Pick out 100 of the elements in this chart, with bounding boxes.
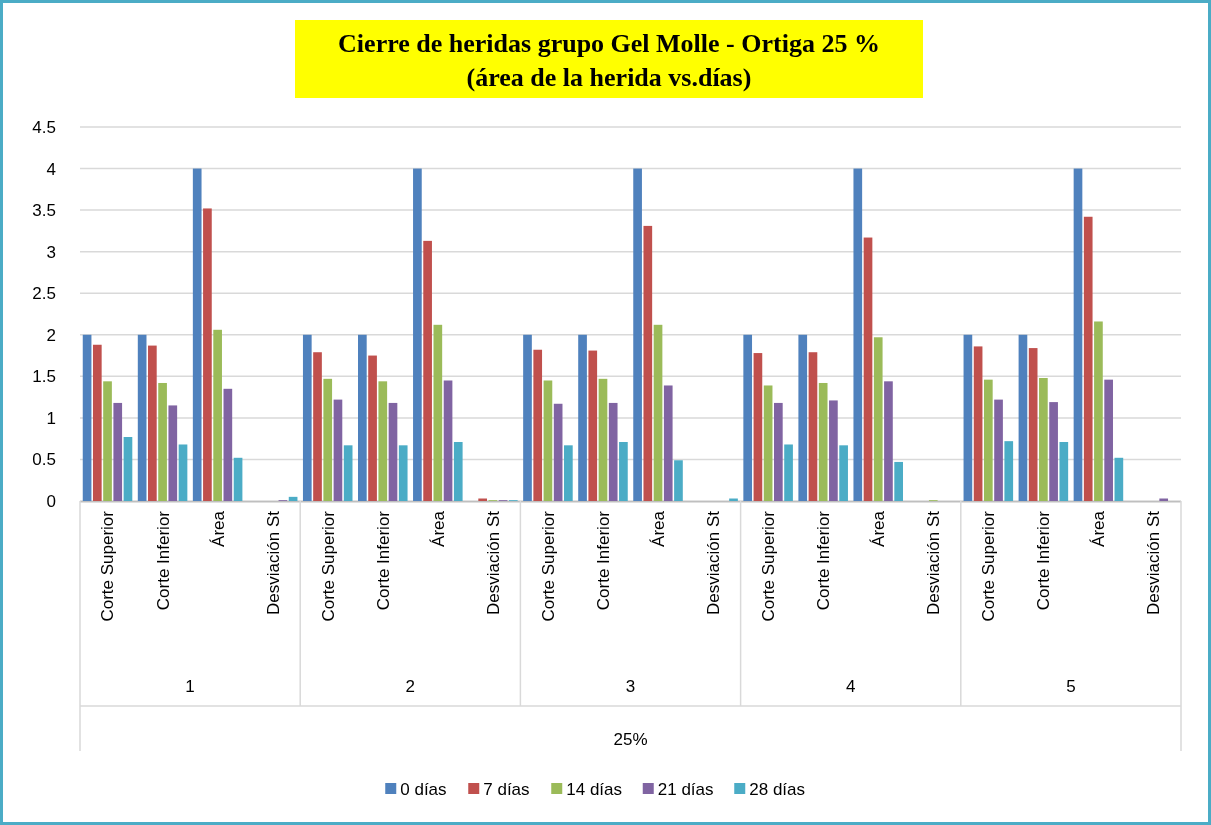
bar xyxy=(123,437,133,501)
bar xyxy=(192,168,202,501)
bar xyxy=(839,445,848,501)
y-tick-label: 3 xyxy=(46,242,56,262)
bar xyxy=(178,444,188,501)
bar xyxy=(798,334,808,501)
bar xyxy=(1039,378,1048,501)
bar xyxy=(598,378,608,501)
bar xyxy=(302,334,312,501)
bar xyxy=(588,350,598,501)
bar xyxy=(784,444,793,501)
chart-title: Cierre de heridas grupo Gel Molle - Ortiga 25 % xyxy=(338,29,880,58)
bar xyxy=(1004,441,1014,501)
bar xyxy=(543,380,553,501)
bar xyxy=(323,378,333,501)
y-tick-label: 2.5 xyxy=(32,284,56,304)
x-tick-label: Área xyxy=(1089,510,1109,547)
bar xyxy=(818,382,828,501)
bar xyxy=(158,382,167,501)
bar xyxy=(873,337,883,501)
bar xyxy=(82,334,92,501)
bar xyxy=(884,381,893,501)
text: 5 xyxy=(1066,677,1076,696)
bar xyxy=(753,353,763,501)
bar xyxy=(148,345,157,501)
bar xyxy=(963,334,973,501)
legend-label: 0 días xyxy=(400,779,447,799)
bar xyxy=(983,379,993,501)
bar xyxy=(233,457,243,501)
bar xyxy=(343,445,353,501)
bar xyxy=(633,168,642,501)
bar xyxy=(619,441,628,501)
y-tick-label: 1 xyxy=(46,408,56,428)
y-tick-label: 0 xyxy=(46,491,56,511)
bar xyxy=(413,168,422,501)
y-tick-label: 4 xyxy=(46,159,56,179)
bar xyxy=(92,344,102,501)
x-tick-label: Área xyxy=(648,510,668,547)
bar xyxy=(533,349,543,501)
x-tick-label: Corte Inferior xyxy=(373,510,393,611)
bar xyxy=(103,381,112,501)
x-tick-label: Corte Inferior xyxy=(153,510,173,611)
bar xyxy=(1049,402,1058,501)
legend-label: 28 días xyxy=(749,779,806,799)
x-tick-label: Corte Superior xyxy=(759,510,779,622)
bar xyxy=(1018,334,1028,501)
x-tick-label: Desviación St xyxy=(924,510,944,615)
legend-label: 7 días xyxy=(483,779,530,799)
bar xyxy=(564,445,573,501)
text: 1 xyxy=(185,677,195,696)
x-tick-label: Área xyxy=(428,510,448,547)
text: 2 xyxy=(405,677,416,696)
bar xyxy=(433,324,443,501)
x-tick-label: Corte Superior xyxy=(98,510,118,622)
x-tick-label: Corte Inferior xyxy=(814,510,834,611)
x-tick-label: Área xyxy=(208,510,228,547)
legend-label: 21 días xyxy=(657,779,714,799)
bar xyxy=(1094,321,1103,501)
y-tick-label: 4.5 xyxy=(32,117,56,137)
bar xyxy=(378,381,388,501)
bar xyxy=(333,399,343,501)
bar xyxy=(643,225,653,501)
bar xyxy=(808,352,818,501)
bar xyxy=(453,441,463,501)
bar xyxy=(443,380,453,501)
bar xyxy=(829,400,838,501)
legend-label: 14 días xyxy=(566,779,623,799)
bar xyxy=(1059,441,1069,501)
bar xyxy=(973,346,983,501)
bar xyxy=(774,402,783,501)
chart-subtitle: (área de la herida vs.días) xyxy=(466,63,752,92)
bar xyxy=(358,334,367,501)
bar xyxy=(674,460,683,501)
bar xyxy=(1073,168,1083,501)
bar xyxy=(1083,216,1093,501)
bar xyxy=(423,240,432,501)
bar xyxy=(1114,457,1124,501)
bar xyxy=(223,388,233,501)
x-tick-label: Corte Inferior xyxy=(593,510,613,611)
bar xyxy=(1028,348,1038,501)
text: 4 xyxy=(845,677,856,696)
bar xyxy=(863,237,873,501)
bar xyxy=(763,385,773,501)
y-tick-label: 3.5 xyxy=(32,201,56,221)
bar xyxy=(743,334,753,501)
bar xyxy=(894,461,903,501)
bar xyxy=(553,403,563,501)
bar xyxy=(313,352,322,501)
bar xyxy=(113,402,123,501)
bar xyxy=(168,405,178,501)
x-tick-label: Desviación St xyxy=(483,510,503,615)
x-tick-label: Desviación St xyxy=(704,510,724,615)
y-tick-label: 1.5 xyxy=(32,367,56,387)
bar xyxy=(523,334,532,501)
bar xyxy=(853,168,863,501)
bar xyxy=(368,355,377,501)
bar xyxy=(213,329,222,501)
bar xyxy=(578,334,587,501)
bar xyxy=(653,324,663,501)
bar xyxy=(994,399,1003,501)
